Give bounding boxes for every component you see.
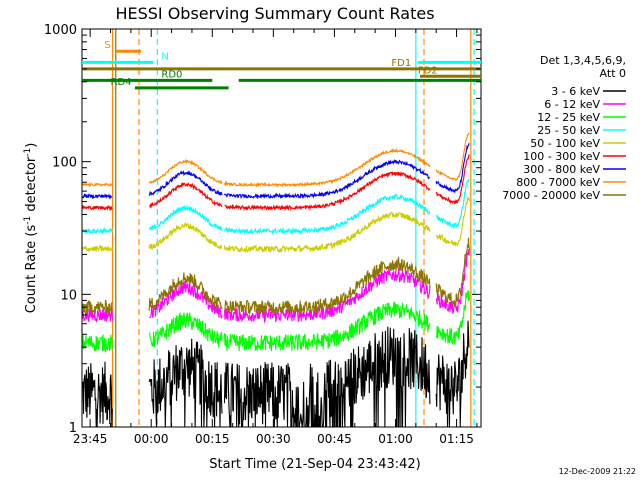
series-line-3-seg-3: [337, 193, 431, 228]
series-line-3-seg-2: [223, 222, 339, 235]
legend-label-5: 100 - 300 keV: [523, 150, 600, 163]
series-line-8-seg-0: [81, 299, 113, 314]
series-line-0-seg-3: [337, 326, 431, 428]
plot-area: [81, 29, 475, 428]
series-line-3-seg-4: [435, 178, 470, 230]
series-line-1-seg-4: [435, 248, 470, 315]
series-3-6keV: [81, 320, 470, 428]
series-7000-20000keV: [81, 237, 470, 315]
series-line-2-seg-1: [149, 311, 223, 348]
legend-label-2: 12 - 25 keV: [537, 111, 600, 124]
series-line-5-seg-1: [148, 181, 223, 209]
series-line-2-seg-4: [435, 290, 470, 345]
footer-date: 12-Dec-2009 21:22: [559, 467, 636, 476]
series-line-7-seg-0: [81, 181, 113, 188]
series-line-0-seg-0: [81, 361, 113, 428]
series-line-5-seg-2: [224, 199, 339, 212]
series-25-50keV: [81, 178, 470, 235]
series-line-7-seg-2: [223, 177, 339, 188]
series-line-5-seg-4: [435, 153, 470, 205]
series-line-6-seg-4: [435, 142, 470, 194]
plot-frame: [81, 28, 482, 428]
series-line-7-seg-4: [435, 132, 470, 182]
series-100-300keV: [81, 153, 470, 212]
x-tick-label-6: 01:15: [439, 432, 474, 446]
x-tick-label-5: 01:00: [378, 432, 413, 446]
series-800-7000keV: [81, 132, 470, 188]
x-tick-label-3: 00:30: [256, 432, 291, 446]
legend-label-1: 6 - 12 keV: [544, 98, 600, 111]
legend-header-attenuator: Att 0: [600, 67, 626, 80]
series-line-1-seg-3: [337, 267, 431, 314]
series-line-1-seg-0: [81, 308, 113, 324]
series-line-6-seg-2: [224, 188, 339, 200]
series-line-0-seg-1: [148, 338, 223, 428]
series-line-3-seg-0: [81, 227, 113, 235]
y-tick-label-2: 100: [52, 156, 77, 171]
chart-title: HESSI Observing Summary Count Rates: [115, 4, 434, 23]
x-axis-label: Start Time (21-Sep-04 23:43:42): [209, 457, 420, 472]
legend-label-6: 300 - 800 keV: [523, 163, 600, 176]
flag-bars: S N FD1 FD2 RD0 RD4: [82, 40, 481, 90]
flag-label-RD4: RD4: [111, 77, 132, 88]
series-line-4-seg-0: [81, 244, 113, 253]
series-line-8-seg-1: [148, 272, 223, 311]
series-line-2-seg-0: [81, 334, 113, 354]
series-line-1-seg-1: [148, 280, 223, 319]
series-line-4-seg-4: [435, 196, 470, 247]
series-line-7-seg-3: [338, 147, 431, 181]
series-50-100keV: [81, 196, 470, 254]
series-line-5-seg-3: [337, 171, 431, 205]
series-line-8-seg-4: [435, 237, 470, 307]
series-line-3-seg-1: [148, 205, 223, 232]
series-line-6-seg-3: [338, 158, 431, 193]
axes: 23:45 00:00 00:15 00:30 00:45 01:00 01:15 1 10 10…: [44, 23, 481, 446]
series-line-4-seg-3: [338, 211, 431, 246]
flag-label-FD2: FD2: [418, 65, 438, 76]
series-line-6-seg-1: [148, 169, 223, 197]
series-line-8-seg-2: [223, 295, 339, 315]
x-tick-label-2: 00:15: [195, 432, 230, 446]
flag-label-FD1: FD1: [391, 58, 411, 69]
series-line-4-seg-1: [148, 221, 223, 251]
legend-label-8: 7000 - 20000 keV: [502, 189, 600, 202]
series-line-8-seg-3: [337, 255, 431, 306]
legend-label-3: 25 - 50 keV: [537, 124, 600, 137]
series-12-25keV: [81, 290, 470, 354]
series-300-800keV: [81, 142, 470, 200]
legend-header-detectors: Det 1,3,4,5,6,9,: [540, 54, 626, 67]
flag-label-RD0: RD0: [161, 69, 182, 80]
series-line-5-seg-0: [81, 204, 113, 212]
series-line-4-seg-2: [223, 240, 339, 254]
series-line-6-seg-0: [81, 193, 113, 200]
y-tick-label-1: 10: [60, 288, 77, 303]
series-line-0-seg-2: [223, 359, 339, 428]
series-line-2-seg-3: [337, 301, 431, 344]
series-line-7-seg-1: [148, 158, 223, 185]
legend-label-4: 50 - 100 keV: [530, 137, 600, 150]
y-tick-label-3: 1000: [44, 23, 77, 38]
legend-label-0: 3 - 6 keV: [551, 85, 600, 98]
flag-label-S: S: [104, 40, 110, 51]
series-line-0-seg-4: [435, 320, 470, 428]
y-tick-label-0: 1: [69, 421, 77, 436]
y-axis-label: Count Rate (s-1 detector-1): [23, 143, 39, 314]
series-line-2-seg-2: [223, 329, 339, 352]
x-tick-label-0: 23:45: [73, 432, 108, 446]
legend-label-7: 800 - 7000 keV: [516, 176, 600, 189]
x-tick-label-1: 00:00: [134, 432, 169, 446]
x-tick-label-4: 00:45: [317, 432, 352, 446]
flag-label-N: N: [161, 51, 168, 62]
